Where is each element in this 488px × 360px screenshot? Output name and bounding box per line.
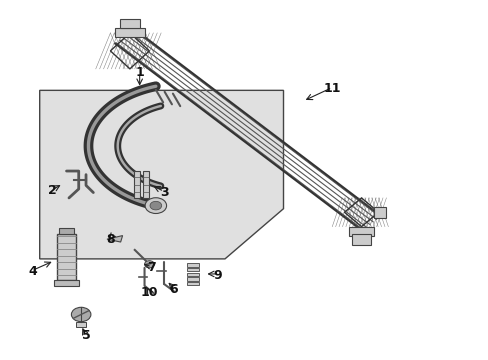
Bar <box>187 268 199 271</box>
Bar <box>120 19 140 28</box>
Bar <box>57 234 76 280</box>
Text: 5: 5 <box>81 329 90 342</box>
Bar <box>76 321 86 327</box>
Bar <box>187 273 199 276</box>
Bar <box>187 277 199 281</box>
Bar <box>351 234 370 244</box>
Text: 8: 8 <box>106 233 115 246</box>
Polygon shape <box>107 235 122 242</box>
Text: 7: 7 <box>147 261 156 274</box>
Text: 11: 11 <box>323 82 340 95</box>
Bar <box>348 226 373 235</box>
Bar <box>373 207 385 218</box>
Bar <box>187 263 199 267</box>
Circle shape <box>144 261 154 268</box>
Bar <box>54 280 79 286</box>
Text: 6: 6 <box>169 283 178 296</box>
Text: 3: 3 <box>160 186 168 199</box>
Circle shape <box>150 201 162 210</box>
Text: 2: 2 <box>47 184 56 197</box>
Bar <box>143 171 149 198</box>
Text: 9: 9 <box>213 269 222 282</box>
Text: 4: 4 <box>28 265 37 278</box>
Bar <box>59 228 74 234</box>
Circle shape <box>145 198 166 213</box>
Bar <box>187 282 199 285</box>
Bar <box>115 28 144 37</box>
Text: 1: 1 <box>135 66 144 79</box>
Circle shape <box>71 307 91 321</box>
Text: 10: 10 <box>141 287 158 300</box>
Bar <box>134 171 140 198</box>
Polygon shape <box>40 90 283 259</box>
